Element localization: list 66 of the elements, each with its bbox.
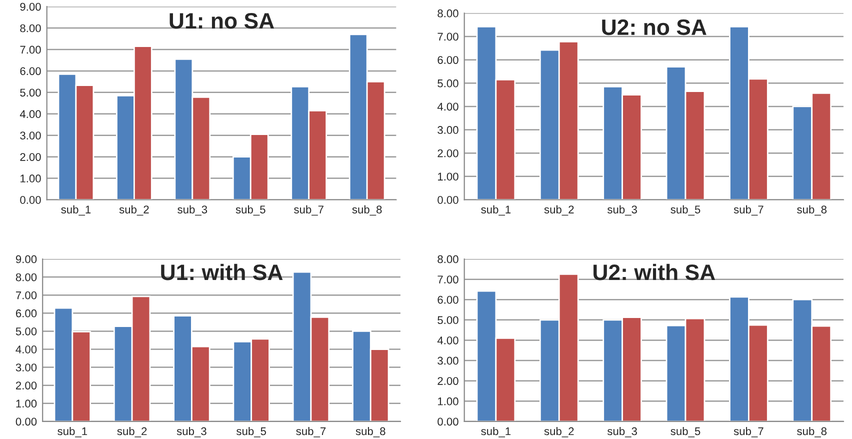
y-tick-label: 9.00 (20, 2, 41, 11)
y-tick-label: 6.00 (20, 67, 41, 76)
y-tick-label: 1.00 (16, 400, 37, 408)
y-tick-label: 3.00 (16, 364, 37, 372)
y-tick-label: 0.00 (20, 196, 41, 204)
y-tick-label: 4.00 (437, 102, 458, 111)
y-tick-label: 8.00 (20, 24, 41, 32)
x-tick-label: sub_2 (544, 205, 574, 216)
x-tick-label: sub_8 (352, 205, 382, 216)
y-tick-label: 0.00 (438, 418, 458, 426)
x-tick-label: sub_1 (58, 426, 88, 438)
x-tick-label: sub_5 (236, 426, 266, 438)
y-tick-label: 6.00 (438, 56, 458, 64)
y-tick-label: 5.00 (438, 316, 458, 324)
x-tick-label: sub_3 (607, 426, 637, 438)
x-tick-label: sub_7 (734, 205, 764, 216)
x-tick-label: sub_5 (670, 205, 700, 216)
y-tick-label: 1.00 (438, 397, 458, 406)
y-tick-label: 6.00 (438, 296, 458, 304)
y-tick-label: 9.00 (16, 255, 37, 264)
x-tick-label: sub_3 (607, 205, 637, 216)
y-tick-label: 4.00 (16, 346, 37, 354)
y-tick-label: 0.00 (16, 418, 37, 426)
x-tick-label: sub_1 (481, 426, 511, 438)
y-tick-label: 3.00 (438, 356, 458, 365)
y-tick-label: 5.00 (16, 327, 37, 336)
chart-title: U1: no SA (170, 12, 274, 29)
x-tick-label: sub_7 (296, 426, 326, 438)
y-tick-label: 8.00 (438, 255, 458, 264)
x-tick-label: sub_7 (294, 205, 324, 216)
x-tick-label: sub_2 (117, 426, 147, 438)
y-tick-label: 1.00 (438, 172, 458, 181)
chart-title: U2: with SA (594, 264, 716, 280)
y-tick-label: 2.00 (20, 153, 41, 161)
y-tick-label: 5.00 (20, 88, 41, 97)
y-tick-label: 5.00 (438, 79, 458, 88)
x-tick-label: sub_8 (797, 205, 827, 216)
x-tick-label: sub_2 (544, 426, 574, 438)
y-tick-label: 7.00 (20, 46, 41, 54)
y-tick-label: 2.00 (438, 149, 458, 158)
y-tick-label: 6.00 (16, 309, 37, 318)
y-tick-label: 3.00 (20, 132, 41, 140)
x-tick-label: sub_3 (178, 205, 208, 216)
x-tick-label: sub_7 (734, 426, 764, 438)
y-tick-label: 4.00 (437, 336, 458, 344)
y-tick-label: 0.00 (438, 196, 458, 204)
y-tick-label: 3.00 (438, 126, 458, 134)
x-tick-label: sub_8 (356, 426, 386, 438)
y-tick-label: 7.00 (438, 276, 458, 284)
x-tick-label: sub_1 (61, 205, 91, 216)
x-tick-label: sub_1 (481, 205, 511, 216)
y-tick-label: 2.00 (438, 377, 458, 385)
x-tick-label: sub_2 (119, 205, 149, 216)
x-tick-label: sub_3 (176, 426, 206, 438)
y-tick-label: 7.00 (16, 291, 37, 300)
y-tick-label: 4.00 (20, 110, 41, 118)
y-tick-label: 2.00 (16, 382, 37, 390)
y-tick-label: 8.00 (438, 9, 458, 18)
y-tick-label: 8.00 (16, 273, 37, 282)
y-tick-label: 7.00 (438, 32, 458, 41)
x-tick-label: sub_5 (670, 426, 700, 438)
chart-title: U1: with SA (161, 264, 283, 280)
x-tick-label: sub_5 (236, 205, 266, 216)
x-tick-label: sub_8 (797, 426, 827, 438)
y-tick-label: 1.00 (20, 174, 41, 182)
chart-title: U2: no SA (602, 19, 706, 36)
